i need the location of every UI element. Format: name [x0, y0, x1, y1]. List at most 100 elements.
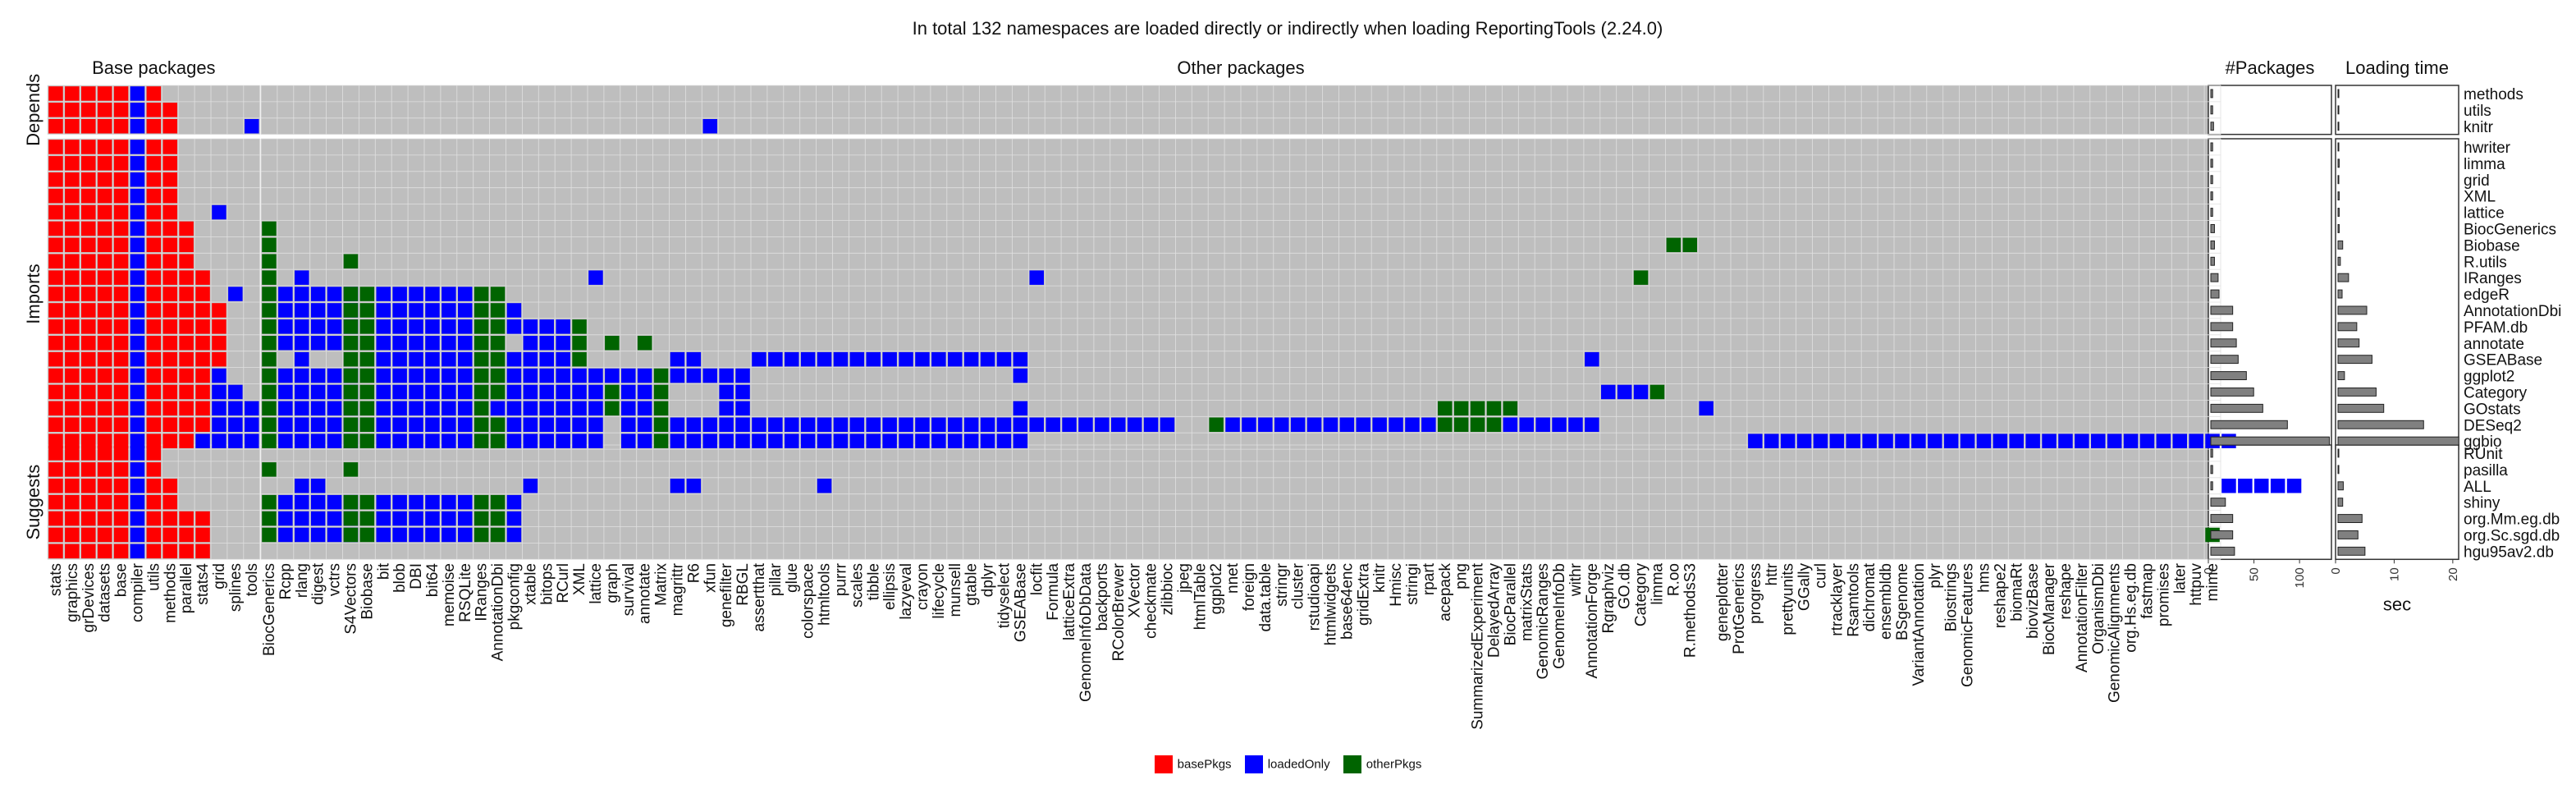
cell-other-org.Sc.sgd.db-Rcpp — [278, 527, 293, 543]
cell-base-org.Sc.sgd.db-datasets — [97, 527, 112, 543]
cell-other-GSEABase-AnnotationDbi — [490, 351, 506, 367]
col-label-other-ggplot2: ggplot2 — [1208, 563, 1225, 614]
cell-other-GOstats-XML — [572, 401, 587, 416]
col-label-other-dichromat: dichromat — [1861, 562, 1878, 631]
cell-other-pasilla-BiocGenerics — [262, 462, 277, 477]
cell-base-org.Sc.sgd.db-utils — [146, 527, 162, 543]
cell-base-ggplot2-base — [113, 368, 129, 383]
cell-other-GOstats-SummarizedExperiment — [1470, 401, 1485, 416]
cell-other-DESeq2-ggplot2 — [1209, 417, 1224, 432]
cell-base-ggbio-splines — [228, 433, 243, 448]
cell-base-R.utils-methods — [162, 254, 177, 268]
cell-base-GOstats-compiler — [130, 401, 145, 416]
cell-other-org.Sc.sgd.db-blob — [392, 527, 407, 543]
cell-other-ggbio-Rcpp — [278, 433, 293, 448]
cell-other-PFAM.db-S4Vectors — [343, 319, 359, 334]
cell-other-DESeq2-gridExtra — [1356, 417, 1370, 432]
cell-other-annotate-AnnotationDbi — [490, 336, 506, 351]
cell-other-GSEABase-bit64 — [425, 351, 440, 367]
cell-base-shiny-graphics — [65, 494, 80, 510]
cell-other-ggbio-AnnotationDbi — [490, 433, 506, 448]
cell-other-org.Sc.sgd.db-BiocGenerics — [262, 527, 277, 543]
cell-other-ggbio-fastmap — [2139, 433, 2155, 448]
cell-other-GOstats-graph — [605, 401, 620, 416]
cell-other-ggbio-Rsamtools — [1846, 433, 1860, 448]
col-label-other-RSQLite: RSQLite — [457, 563, 474, 622]
cell-base-GSEABase-parallel — [179, 351, 194, 367]
cell-base-Category-compiler — [130, 384, 145, 400]
cell-other-GOstats-bitops — [539, 401, 554, 416]
cell-other-PFAM.db-Biobase — [359, 319, 375, 334]
cell-base-hgu95av2.db-grDevices — [81, 544, 96, 559]
cell-base-hwriter-stats — [48, 140, 63, 154]
cell-base-Category-grDevices — [81, 384, 96, 400]
cell-base-ALL-base — [113, 479, 129, 493]
col-label-other-reshape2: reshape2 — [1992, 563, 2009, 628]
cell-base-org.Mm.eg.db-compiler — [130, 511, 145, 526]
bar-count-org.Mm.eg.db — [2210, 514, 2234, 523]
col-label-other-lifecycle: lifecycle — [931, 563, 948, 619]
cell-base-methods-grDevices — [81, 86, 96, 101]
cell-other-AnnotationDbi-pkgconfig — [506, 303, 522, 318]
col-label-other-xtable: xtable — [522, 563, 539, 605]
cell-other-ggplot2-genefilter — [719, 368, 734, 383]
col-label-other-cluster: cluster — [1290, 562, 1307, 609]
cell-base-Biobase-utils — [146, 237, 162, 253]
cell-base-limma-stats — [48, 156, 63, 171]
cell-other-org.Sc.sgd.db-memoise — [442, 527, 456, 543]
col-label-other-DelayedArray: DelayedArray — [1485, 563, 1503, 658]
cell-base-RUnit-datasets — [97, 446, 112, 461]
cell-base-methods-stats — [48, 86, 63, 101]
cell-other-AnnotationDbi-Rcpp — [278, 303, 293, 318]
cell-base-org.Mm.eg.db-parallel — [179, 511, 194, 526]
cell-other-ALL-magrittr — [670, 479, 685, 493]
cell-base-grid-grDevices — [81, 172, 96, 187]
cell-other-ggbio-Matrix — [653, 433, 669, 448]
cell-other-ggbio-GSEABase — [1013, 433, 1028, 448]
cell-other-DESeq2-tidyselect — [996, 417, 1012, 432]
col-label-other-later: later — [2171, 562, 2189, 594]
col-label-other-bit: bit — [375, 562, 392, 580]
col-label-other-locfit: locfit — [1028, 562, 1045, 595]
cell-base-Biobase-datasets — [97, 237, 112, 253]
cell-base-edgeR-methods — [162, 287, 177, 301]
cell-other-GSEABase-RSQLite — [458, 351, 473, 367]
cell-other-AnnotationDbi-rlang — [295, 303, 309, 318]
cell-base-lattice-grDevices — [81, 204, 96, 220]
cell-base-R.utils-datasets — [97, 254, 112, 268]
cell-base-PFAM.db-compiler — [130, 319, 145, 334]
cell-other-org.Mm.eg.db-bit — [376, 511, 391, 526]
row-label-R.utils: R.utils — [2464, 254, 2507, 271]
cell-other-ggbio-colorspace — [800, 433, 816, 448]
cell-base-Category-utils — [146, 384, 162, 400]
legend-label-basepkgs: basePkgs — [1177, 757, 1232, 772]
cell-other-DESeq2-bitops — [539, 417, 554, 432]
cell-base-pasilla-base — [113, 462, 129, 477]
cell-other-GSEABase-rlang — [295, 351, 309, 367]
cell-base-BiocGenerics-graphics — [65, 221, 80, 236]
cell-base-PFAM.db-datasets — [97, 319, 112, 334]
cell-other-annotate-graph — [605, 336, 620, 351]
col-label-base-graphics: graphics — [64, 563, 81, 622]
cell-base-IRanges-grDevices — [81, 270, 96, 285]
cell-base-BiocGenerics-stats — [48, 221, 63, 236]
panel-bg-count-suggests — [2208, 444, 2332, 561]
cell-base-GOstats-grDevices — [81, 401, 96, 416]
cell-other-annotate-bit64 — [425, 336, 440, 351]
col-label-base-stats: stats — [48, 563, 65, 596]
col-label-other-tidyselect: tidyselect — [995, 562, 1013, 628]
cell-other-ALL-rlang — [295, 479, 309, 493]
cell-other-PFAM.db-DBI — [409, 319, 423, 334]
cell-other-ggbio-R6 — [686, 433, 702, 448]
cell-other-DESeq2-png — [1453, 417, 1469, 432]
cell-base-DESeq2-graphics — [65, 417, 80, 432]
cell-base-R.utils-utils — [146, 254, 162, 268]
legend-item-loadedonly: loadedOnly — [1244, 755, 1330, 773]
cell-base-XML-utils — [146, 188, 162, 204]
cell-other-Category-Rgraphviz — [1601, 384, 1616, 400]
cell-other-annotate-Biobase — [359, 336, 375, 351]
cell-other-GSEABase-tibble — [866, 351, 881, 367]
cell-base-R.utils-graphics — [65, 254, 80, 268]
cell-other-GOstats-digest — [310, 401, 326, 416]
cell-other-ggbio-scales — [849, 433, 865, 448]
